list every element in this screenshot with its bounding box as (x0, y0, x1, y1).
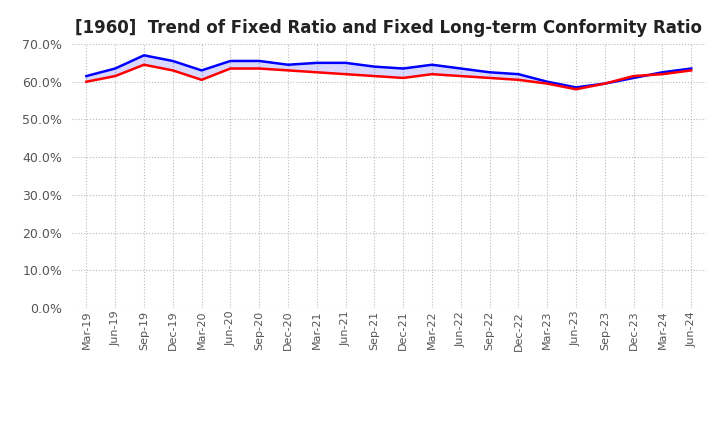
Fixed Ratio (82, 73, 91, 79)
Fixed Long-term Conformity Ratio (399, 75, 408, 81)
Fixed Ratio (226, 59, 235, 64)
Fixed Long-term Conformity Ratio (543, 81, 552, 86)
Fixed Ratio (255, 59, 264, 64)
Fixed Ratio (514, 72, 523, 77)
Fixed Ratio (572, 85, 580, 90)
Fixed Long-term Conformity Ratio (629, 73, 638, 79)
Fixed Ratio (312, 60, 321, 66)
Fixed Ratio (370, 64, 379, 69)
Fixed Long-term Conformity Ratio (658, 72, 667, 77)
Fixed Ratio (456, 66, 465, 71)
Fixed Ratio (284, 62, 292, 67)
Fixed Long-term Conformity Ratio (370, 73, 379, 79)
Fixed Ratio (629, 75, 638, 81)
Line: Fixed Long-term Conformity Ratio: Fixed Long-term Conformity Ratio (86, 65, 691, 89)
Fixed Long-term Conformity Ratio (140, 62, 148, 67)
Fixed Long-term Conformity Ratio (111, 73, 120, 79)
Fixed Ratio (341, 60, 350, 66)
Fixed Ratio (543, 79, 552, 84)
Fixed Long-term Conformity Ratio (485, 75, 494, 81)
Fixed Long-term Conformity Ratio (226, 66, 235, 71)
Fixed Long-term Conformity Ratio (600, 81, 609, 86)
Title: [1960]  Trend of Fixed Ratio and Fixed Long-term Conformity Ratio: [1960] Trend of Fixed Ratio and Fixed Lo… (76, 19, 702, 37)
Fixed Long-term Conformity Ratio (312, 70, 321, 75)
Line: Fixed Ratio: Fixed Ratio (86, 55, 691, 88)
Fixed Ratio (168, 59, 177, 64)
Fixed Long-term Conformity Ratio (456, 73, 465, 79)
Fixed Ratio (428, 62, 436, 67)
Fixed Long-term Conformity Ratio (687, 68, 696, 73)
Fixed Ratio (687, 66, 696, 71)
Fixed Long-term Conformity Ratio (255, 66, 264, 71)
Fixed Ratio (140, 53, 148, 58)
Fixed Long-term Conformity Ratio (82, 79, 91, 84)
Fixed Ratio (399, 66, 408, 71)
Fixed Long-term Conformity Ratio (428, 72, 436, 77)
Fixed Ratio (485, 70, 494, 75)
Fixed Ratio (600, 81, 609, 86)
Fixed Long-term Conformity Ratio (168, 68, 177, 73)
Fixed Long-term Conformity Ratio (514, 77, 523, 82)
Fixed Long-term Conformity Ratio (572, 87, 580, 92)
Fixed Long-term Conformity Ratio (284, 68, 292, 73)
Fixed Ratio (197, 68, 206, 73)
Fixed Ratio (658, 70, 667, 75)
Fixed Ratio (111, 66, 120, 71)
Fixed Long-term Conformity Ratio (197, 77, 206, 82)
Fixed Long-term Conformity Ratio (341, 72, 350, 77)
